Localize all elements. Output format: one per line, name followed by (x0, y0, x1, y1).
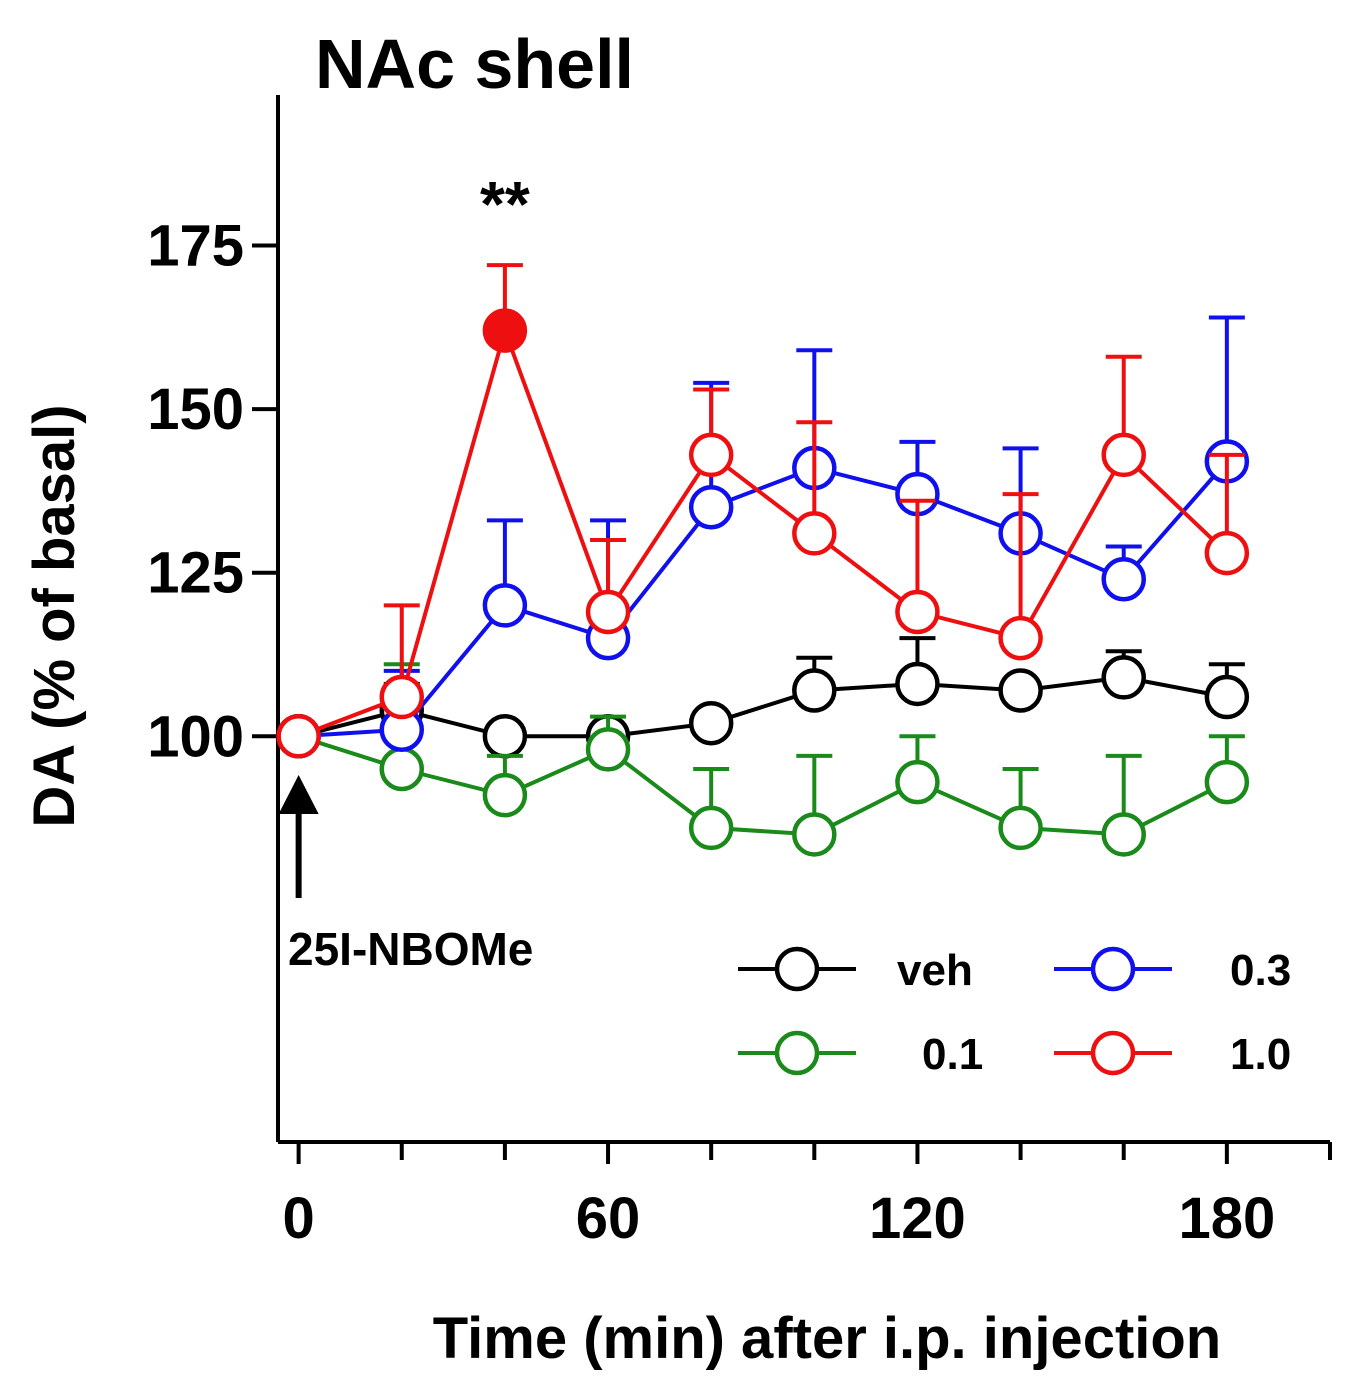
legend-marker (1090, 1030, 1136, 1076)
significance-marker: ** (480, 168, 530, 240)
data-point (688, 432, 734, 478)
x-tick-label: 60 (576, 1186, 641, 1251)
chart-title: NAc shell (315, 25, 634, 103)
y-tick-label: 150 (147, 377, 244, 442)
data-point (585, 727, 631, 772)
data-point (482, 772, 528, 818)
data-point (792, 511, 837, 556)
data-point (1101, 812, 1146, 857)
data-point (1101, 556, 1146, 602)
y-axis-label: DA (% of basal) (22, 404, 87, 827)
legend-item-0-1: 0.1 (738, 1030, 983, 1079)
data-point (585, 589, 631, 635)
data-point (998, 615, 1043, 661)
data-point (379, 674, 425, 720)
series-line (298, 675, 1228, 739)
x-axis-label: Time (min) after i.p. injection (433, 1306, 1221, 1371)
legend-item-1-0: 1.0 (1054, 1030, 1291, 1079)
data-point (998, 668, 1043, 713)
data-point (482, 583, 528, 628)
legend-item-veh: veh (738, 946, 973, 995)
data-point (792, 668, 837, 713)
legend-label: 0.3 (1230, 946, 1291, 995)
data-point (688, 805, 734, 851)
legend-item-0-3: 0.3 (1054, 946, 1291, 995)
legend-label: veh (897, 946, 973, 995)
x-tick-label: 0 (282, 1186, 314, 1251)
injection-label: 25I-NBOMe (288, 923, 533, 975)
data-point (482, 308, 528, 353)
data-point (688, 485, 734, 530)
series-line (298, 460, 1229, 739)
legend-label: 1.0 (1230, 1030, 1291, 1079)
data-point (379, 746, 425, 792)
data-point (1101, 432, 1146, 478)
data-point (276, 714, 321, 759)
data-point (998, 805, 1043, 851)
data-point (895, 759, 940, 805)
series-0-1 (276, 662, 1250, 857)
legend-marker (774, 1030, 820, 1076)
series-1-0 (276, 263, 1250, 759)
x-tick-label: 180 (1178, 1186, 1275, 1251)
legend-marker (774, 946, 820, 992)
legend-label: 0.1 (922, 1030, 983, 1079)
data-point (895, 589, 940, 635)
injection-arrow-head (278, 775, 319, 814)
data-point (1204, 674, 1250, 720)
data-point (688, 700, 734, 746)
data-point (1204, 759, 1250, 805)
series-line (297, 324, 1229, 739)
y-tick-label: 125 (147, 541, 244, 606)
data-point (1101, 655, 1146, 700)
x-tick-label: 120 (869, 1186, 966, 1251)
series-line (298, 734, 1228, 837)
data-point (482, 714, 528, 759)
y-tick-label: 175 (147, 214, 244, 279)
data-point (895, 661, 940, 707)
legend-marker (1090, 946, 1136, 992)
series-0-3 (276, 315, 1250, 759)
y-tick-label: 100 (147, 704, 244, 769)
data-point (1204, 530, 1250, 576)
data-point (792, 812, 837, 857)
